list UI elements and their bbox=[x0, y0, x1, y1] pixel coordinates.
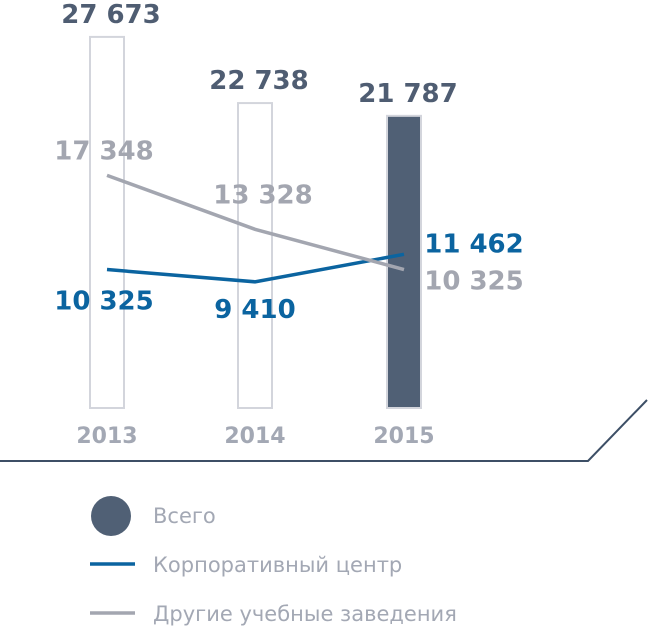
legend-swatch-total bbox=[91, 496, 131, 536]
series-line-0 bbox=[106, 252, 405, 284]
bar-value-label: 21 787 bbox=[358, 79, 458, 109]
x-tick-label: 2013 bbox=[76, 424, 137, 449]
legend-label-1: Другие учебные заведения bbox=[153, 602, 457, 626]
series-0-value-label: 10 325 bbox=[54, 287, 154, 317]
bar-2013 bbox=[89, 35, 125, 410]
series-1-value-label: 13 328 bbox=[213, 180, 313, 210]
bar-value-label: 27 673 bbox=[61, 0, 161, 30]
series-1-value-label: 10 325 bbox=[424, 267, 524, 297]
bar-value-label: 22 738 bbox=[209, 66, 309, 96]
baseline-axis bbox=[0, 399, 648, 462]
bar-2014 bbox=[237, 102, 273, 409]
x-tick-label: 2014 bbox=[224, 424, 285, 449]
x-tick-label: 2015 bbox=[373, 424, 434, 449]
legend-label-0: Корпоративный центр bbox=[153, 553, 402, 577]
bar-2015 bbox=[386, 114, 422, 409]
series-0-value-label: 9 410 bbox=[214, 295, 295, 325]
series-0-value-label: 11 462 bbox=[424, 229, 524, 259]
series-line-1 bbox=[106, 173, 405, 272]
series-1-value-label: 17 348 bbox=[54, 136, 154, 166]
legend-label-total: Всего bbox=[153, 504, 216, 528]
